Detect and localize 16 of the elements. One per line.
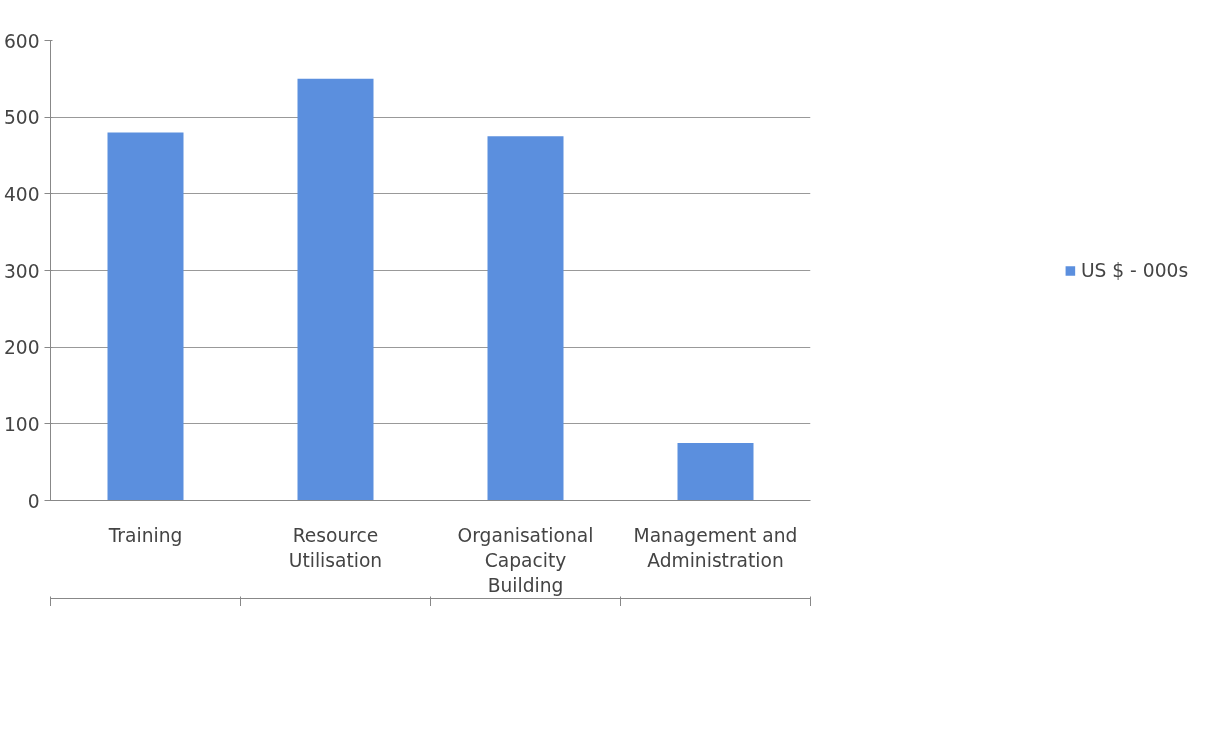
legend-label: US $ - 000s [1080,259,1189,281]
x-tick-label: Organisational Capacity Building [457,524,594,596]
y-tick-label: 500 [3,107,40,129]
bar [487,136,564,501]
y-tick-label: 400 [3,183,40,205]
y-tick-label: 200 [3,337,40,359]
y-tick-label: 600 [3,30,40,52]
y-tick-label: 0 [27,490,40,512]
x-tick-label: Resource Utilisation [288,524,383,571]
bar [107,132,184,501]
bar [297,78,374,501]
x-tick-label: Management and Administration [633,524,798,571]
x-tick-label: Training [107,524,183,546]
bar [677,443,754,501]
y-tick-label: 100 [3,413,40,435]
y-tick-label: 300 [3,260,40,282]
